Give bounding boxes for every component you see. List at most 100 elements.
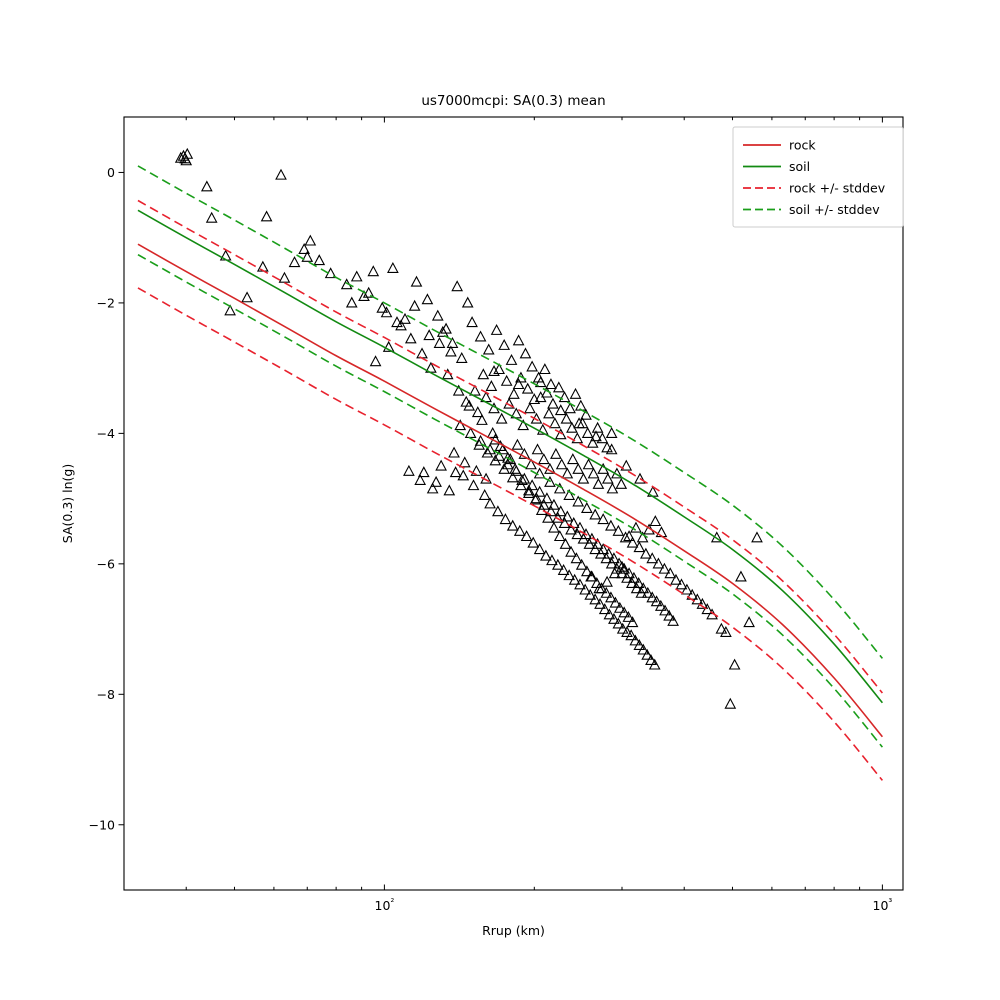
scatter-observations [174, 147, 763, 709]
scatter-marker [508, 387, 520, 399]
scatter-marker [572, 462, 585, 474]
scatter-marker [403, 464, 415, 476]
scatter-marker [622, 610, 635, 622]
scatter-marker [224, 304, 236, 316]
scatter-marker [626, 616, 639, 628]
scatter-marker [481, 446, 494, 458]
scatter-marker [670, 573, 682, 585]
scatter-marker [649, 515, 662, 527]
scatter-marker [530, 492, 543, 504]
scatter-marker [545, 378, 557, 390]
scatter-marker [626, 536, 639, 548]
scatter-marker [446, 336, 459, 348]
scatter-marker [535, 503, 548, 515]
scatter-marker [720, 625, 732, 637]
scatter-marker [485, 380, 498, 392]
scatter-marker [573, 417, 585, 429]
scatter-marker [387, 261, 399, 273]
scatter-marker [650, 595, 663, 607]
scatter-marker [275, 168, 287, 180]
scatter-marker [486, 427, 499, 438]
scatter-marker [594, 597, 606, 609]
scatter-marker [606, 482, 619, 494]
scatter-marker [512, 334, 525, 346]
scatter-marker [498, 338, 511, 350]
scatter-marker [404, 332, 417, 344]
scatter-marker [548, 498, 560, 510]
scatter-marker [659, 604, 671, 616]
scatter-marker [502, 451, 514, 463]
scatter-marker [568, 573, 581, 585]
scatter-marker [500, 374, 513, 386]
scatter-marker [497, 443, 509, 455]
scatter-marker [696, 597, 709, 609]
scatter-marker [520, 530, 533, 542]
scatter-marker [350, 270, 363, 282]
y-tick-label: 0 [107, 165, 115, 180]
legend-item-rock-stddev[interactable]: rock +/- stddev [743, 181, 886, 196]
scatter-marker [455, 351, 468, 363]
scatter-marker [376, 301, 389, 313]
scatter-marker [646, 591, 659, 603]
scatter-marker [626, 577, 638, 589]
scatter-marker [467, 479, 480, 491]
scatter-marker [565, 545, 577, 557]
scatter-marker [590, 430, 602, 442]
y-tick-label: −10 [89, 817, 115, 832]
legend-item-soil-stddev[interactable]: soil +/- stddev [743, 202, 880, 217]
scatter-marker [490, 323, 503, 335]
scatter-marker [735, 570, 747, 582]
scatter-marker [469, 384, 481, 396]
scatter-marker [728, 658, 741, 670]
scatter-marker [537, 498, 550, 510]
scatter-marker [633, 541, 646, 553]
scatter-marker [701, 603, 714, 615]
scatter-marker [533, 485, 546, 497]
scatter-marker [597, 543, 610, 555]
scatter-marker [457, 469, 470, 481]
x-axis-label: Rrup (km) [482, 923, 545, 938]
scatter-marker [623, 567, 635, 579]
scatter-marker [551, 558, 564, 570]
scatter-marker [570, 552, 583, 564]
scatter-marker [569, 387, 582, 399]
curve-rock [137, 243, 884, 738]
scatter-marker [618, 562, 631, 574]
scatter-marker [751, 531, 763, 543]
legend-item-rock[interactable]: rock [743, 138, 816, 153]
scatter-marker [601, 575, 613, 587]
scatter-marker [484, 443, 496, 455]
legend-item-soil[interactable]: soil [743, 159, 810, 174]
scatter-marker [476, 413, 488, 425]
scatter-marker [399, 312, 411, 324]
legend-label: soil +/- stddev [789, 202, 880, 217]
scatter-marker [571, 432, 584, 444]
scatter-marker [482, 343, 495, 355]
scatter-marker [621, 625, 633, 637]
scatter-marker [493, 449, 506, 461]
scatter-marker [369, 355, 382, 367]
scatter-marker [602, 547, 615, 559]
scatter-marker [664, 567, 677, 579]
scatter-marker [589, 593, 602, 605]
scatter-marker [548, 521, 560, 533]
scatter-marker [565, 523, 577, 535]
scatter-marker [367, 265, 380, 277]
scatter-marker [612, 617, 625, 629]
x-axis-ticks: 10² 10³ [123, 117, 892, 913]
y-axis-label: SA(0.3) ln(g) [60, 464, 75, 543]
scatter-marker [558, 517, 571, 529]
scatter-marker [597, 513, 610, 525]
y-tick-label: −4 [97, 426, 115, 441]
scatter-marker [517, 419, 530, 431]
scatter-marker [634, 472, 646, 484]
scatter-marker [241, 291, 253, 303]
scatter-marker [345, 296, 358, 308]
scatter-marker [526, 479, 538, 491]
scatter-marker [445, 345, 457, 357]
scatter-marker [605, 557, 618, 569]
scatter-marker [605, 427, 618, 438]
scatter-marker [260, 210, 273, 222]
legend-label: soil [789, 159, 810, 174]
